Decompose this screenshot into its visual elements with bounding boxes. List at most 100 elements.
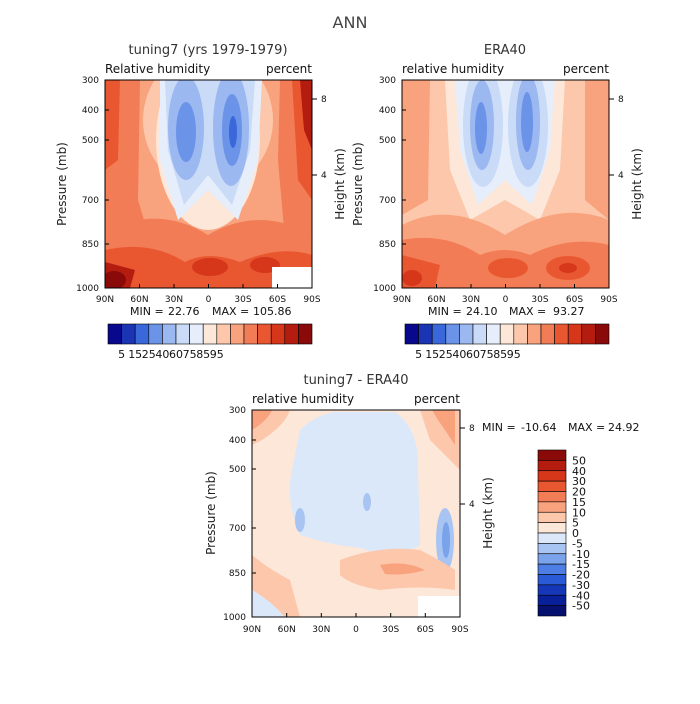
colorbar-swatch: [537, 594, 567, 606]
contour-band: [229, 116, 237, 148]
colorbar-swatch: [581, 323, 596, 345]
colorbar-label: 75: [183, 348, 197, 361]
colorbar-label: 15: [572, 496, 586, 509]
colorbar-swatch: [162, 323, 177, 345]
colorbar-label: 95: [507, 348, 521, 361]
min-label: MIN =: [482, 421, 516, 434]
colorbar-label: 60: [169, 348, 183, 361]
colorbar-swatch: [418, 323, 433, 345]
colorbar-swatch: [404, 323, 419, 345]
panel-obs-variable-label: relative humidity: [402, 62, 504, 76]
panel-diff-variable-label: relative humidity: [252, 392, 354, 406]
panel-obs-stats: MIN = 24.10 MAX = 93.27: [428, 305, 585, 318]
contour-band: [300, 80, 312, 150]
colorbar-label: 85: [196, 348, 210, 361]
figure-title: ANN: [333, 13, 368, 32]
y-tick-label: 850: [379, 240, 396, 250]
y-tick-label: 300: [82, 76, 99, 86]
colorbar-swatch: [537, 460, 567, 472]
contour-band: [402, 270, 422, 286]
x-tick-label: 90S: [451, 625, 468, 635]
contour-band: [176, 102, 196, 162]
colorbar-swatch: [537, 584, 567, 596]
max-value: 24.92: [608, 421, 640, 434]
colorbar-swatch: [257, 323, 272, 345]
colorbar-label: 40: [452, 348, 466, 361]
max-label: MAX =: [212, 305, 249, 318]
y-tick-label: 1000: [76, 284, 99, 294]
colorbar-swatch: [216, 323, 231, 345]
y2-tick-label: 8: [321, 95, 327, 105]
y-tick-label: 700: [379, 196, 396, 206]
colorbar-swatch: [445, 323, 460, 345]
colorbar-swatch: [537, 605, 567, 617]
y-tick-label: 1000: [373, 284, 396, 294]
colorbar-label: 15: [128, 348, 142, 361]
panel-diff-y-axis: 300 400 500 700 850 1000 Pressure (mb): [204, 406, 256, 623]
x-tick-label: 90N: [96, 295, 114, 305]
contour-band: [289, 411, 420, 554]
contour-band: [295, 508, 305, 532]
panel-model-x-axis: 90N 60N 30N 0 30S 60S 90S: [96, 284, 321, 305]
min-value: 24.10: [466, 305, 498, 318]
colorbar-swatch: [202, 323, 218, 345]
y2-tick-label: 4: [618, 171, 624, 181]
colorbar-label: -10: [572, 548, 590, 561]
y-tick-marks: [252, 409, 256, 618]
colorbar-label: 15: [425, 348, 439, 361]
panel-obs-colorbar: 5 15 25 40 60 75 85 95: [404, 323, 610, 361]
colorbar-label: 0: [572, 527, 579, 540]
panel-model-y2-axis-title: Height (km): [333, 148, 347, 219]
x-tick-label: 30S: [234, 295, 251, 305]
y2-tick-label: 8: [618, 95, 624, 105]
colorbar-label: -20: [572, 569, 590, 582]
contour-band: [521, 92, 533, 152]
x-tick-label: 60N: [427, 295, 445, 305]
colorbar-swatch: [298, 323, 313, 345]
x-tick-label: 0: [353, 625, 359, 635]
colorbar-label: 85: [493, 348, 507, 361]
colorbar-swatch: [459, 323, 474, 345]
y-tick-label: 300: [379, 76, 396, 86]
min-label: MIN =: [130, 305, 164, 318]
colorbar-swatch: [107, 323, 122, 345]
colorbar-swatch: [121, 323, 136, 345]
colorbar-swatch: [537, 511, 567, 523]
panel-diff-units-label: percent: [414, 392, 460, 406]
y-tick-label: 1000: [223, 613, 246, 623]
contour-band: [252, 410, 272, 430]
colorbar-swatch: [230, 323, 245, 345]
colorbar-swatch: [537, 480, 567, 492]
panel-obs-y-axis: 300 400 500 700 850 1000 Pressure (mb): [351, 76, 406, 294]
x-tick-label: 60N: [130, 295, 148, 305]
x-tick-label: 30N: [462, 295, 480, 305]
contour-band: [192, 258, 228, 276]
x-tick-label: 30S: [382, 625, 399, 635]
colorbar-label: 25: [142, 348, 156, 361]
colorbar-swatch: [499, 323, 515, 345]
x-tick-marks: [104, 284, 313, 288]
colorbar-label: -15: [572, 558, 590, 571]
colorbar-swatch: [270, 323, 286, 345]
y-tick-label: 400: [229, 436, 246, 446]
x-tick-label: 60S: [269, 295, 286, 305]
colorbar-swatch: [284, 323, 299, 345]
y-tick-marks: [105, 79, 109, 289]
colorbar-swatch: [537, 563, 567, 575]
x-tick-label: 30S: [531, 295, 548, 305]
colorbar-label: 50: [572, 454, 586, 467]
colorbar-swatch: [567, 323, 583, 345]
min-value: -10.64: [521, 421, 556, 434]
contour-band: [380, 563, 425, 575]
colorbar-label: 5: [118, 348, 125, 361]
colorbar-label: 95: [210, 348, 224, 361]
x-tick-label: 0: [206, 295, 212, 305]
panel-obs-units-label: percent: [563, 62, 609, 76]
colorbar-swatch: [595, 323, 610, 345]
colorbar-label: 10: [572, 506, 586, 519]
panel-model-y2-axis: 8 4 Height (km): [312, 95, 347, 220]
x-tick-label: 90N: [393, 295, 411, 305]
colorbar-label: 5: [415, 348, 422, 361]
y2-tick-label: 8: [469, 424, 475, 434]
contour-band: [432, 410, 455, 445]
